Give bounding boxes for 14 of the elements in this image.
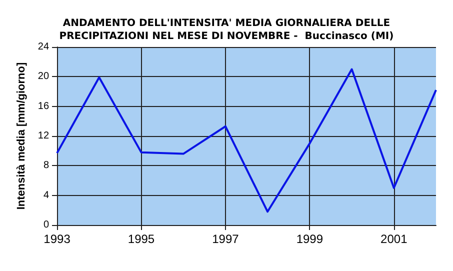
y-tick-label: 0 <box>43 220 50 230</box>
y-tick-label: 4 <box>43 190 50 201</box>
y-axis-title: Intensità media [mm/giorno] <box>16 62 28 210</box>
chart-title: ANDAMENTO DELL'INTENSITA' MEDIA GIORNALIERA DELLE PRECIPITAZIONI NEL MESE DI NOVEMBRE - Buccinasco (MI) <box>59 18 394 42</box>
x-tick-label: 2001 <box>380 232 408 246</box>
x-tick-label: 1995 <box>128 232 155 246</box>
y-tick-label: 24 <box>38 42 50 52</box>
y-tick-label: 16 <box>38 100 50 112</box>
x-tick-label: 1993 <box>44 232 71 246</box>
y-tick-label: 8 <box>43 160 50 172</box>
y-tick-label: 20 <box>38 71 50 82</box>
x-tick-label: 1999 <box>296 232 324 246</box>
x-tick-label: 1997 <box>212 232 240 246</box>
y-tick-label: 12 <box>38 130 50 142</box>
